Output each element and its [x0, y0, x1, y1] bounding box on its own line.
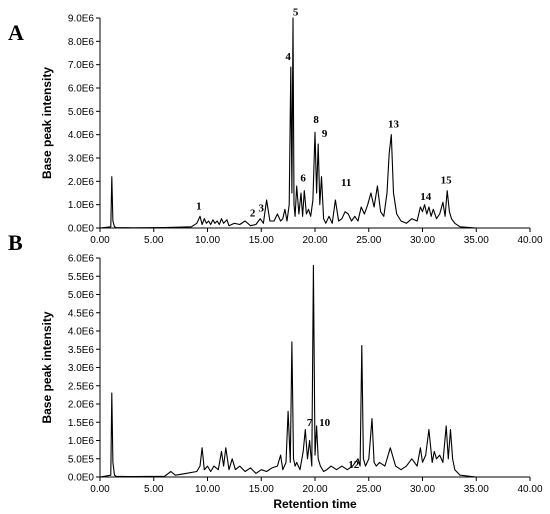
x-tick-label: 25.00: [356, 484, 381, 495]
x-tick-label: 25.00: [356, 235, 381, 246]
chromatogram-trace: [99, 17, 530, 229]
y-tick-label: 8.0E6: [68, 37, 95, 48]
peak-label: 11: [341, 177, 351, 189]
chromatogram-trace: [99, 264, 530, 478]
peak-label: 4: [285, 51, 291, 63]
x-tick-label: 30.00: [410, 484, 435, 495]
x-tick-label: 20.00: [302, 484, 327, 495]
y-tick-label: 3.0E6: [68, 154, 95, 165]
x-tick-label: 40.00: [517, 235, 542, 246]
x-tick-label: 35.00: [464, 235, 489, 246]
y-tick-label: 3.0E6: [68, 363, 95, 374]
peak-label: 5: [293, 7, 299, 19]
y-tick-label: 0.0E0: [68, 224, 95, 235]
y-tick-label: 1.0E6: [68, 436, 95, 447]
y-tick-label: 2.0E6: [68, 400, 95, 411]
y-tick-label: 4.5E6: [68, 308, 95, 319]
y-tick-label: 0.0E0: [68, 473, 95, 484]
x-tick-label: 35.00: [464, 484, 489, 495]
peak-label: 12: [348, 459, 360, 471]
x-tick-label: 5.00: [144, 484, 164, 495]
peak-label: 6: [300, 172, 306, 184]
y-tick-label: 3.5E6: [68, 345, 95, 356]
y-tick-label: 2.0E6: [68, 177, 95, 188]
peak-label: 13: [388, 119, 400, 131]
y-axis-label: Base peak intensity: [40, 311, 54, 423]
peak-label: 8: [313, 114, 319, 126]
peak-label: 7: [307, 417, 313, 429]
x-tick-label: 5.00: [144, 235, 164, 246]
y-axis-label: Base peak intensity: [40, 67, 54, 179]
x-tick-label: 15.00: [249, 484, 274, 495]
y-tick-label: 5.0E6: [68, 290, 95, 301]
peak-label: 3: [259, 203, 265, 215]
y-tick-label: 1.0E6: [68, 200, 95, 211]
x-tick-label: 0.00: [90, 484, 110, 495]
y-tick-label: 9.0E6: [68, 14, 95, 25]
panel-letter: B: [8, 230, 23, 255]
y-tick-label: 4.0E6: [68, 327, 95, 338]
x-tick-label: 0.00: [90, 235, 110, 246]
x-tick-label: 10.00: [195, 235, 220, 246]
panel-a-chart: 0.0E0 1.0E6 2.0E6 3.0E6 4.0E6 5.0E6 6.0E6 7.0E6…: [8, 7, 543, 246]
y-tick-label: 6.0E6: [68, 254, 95, 265]
y-tick-label: 5.0E6: [68, 107, 95, 118]
y-tick-label: 5.5E6: [68, 272, 95, 283]
y-tick-label: 1.5E6: [68, 418, 95, 429]
x-tick-label: 40.00: [517, 484, 542, 495]
y-tick-label: 5.0E5: [68, 454, 95, 465]
peak-label: 1: [196, 200, 202, 212]
x-tick-label: 20.00: [302, 235, 327, 246]
x-tick-label: 10.00: [195, 484, 220, 495]
peak-label: 2: [250, 207, 256, 219]
x-tick-label: 15.00: [249, 235, 274, 246]
y-tick-label: 6.0E6: [68, 84, 95, 95]
x-tick-label: 30.00: [410, 235, 435, 246]
panel-letter: A: [8, 20, 24, 45]
panel-b-chart: 0.0E0 5.0E5 1.0E6 1.5E6 2.0E6 2.5E6 3.0E6 3.5E6…: [8, 230, 543, 511]
peak-label: 9: [322, 128, 328, 140]
y-tick-label: 4.0E6: [68, 130, 95, 141]
y-tick-label: 7.0E6: [68, 60, 95, 71]
x-axis-label: Retention time: [273, 497, 357, 511]
peak-label: 14: [420, 191, 432, 203]
peak-label: 15: [441, 175, 453, 187]
peak-label: 10: [319, 417, 331, 429]
y-tick-label: 2.5E6: [68, 381, 95, 392]
